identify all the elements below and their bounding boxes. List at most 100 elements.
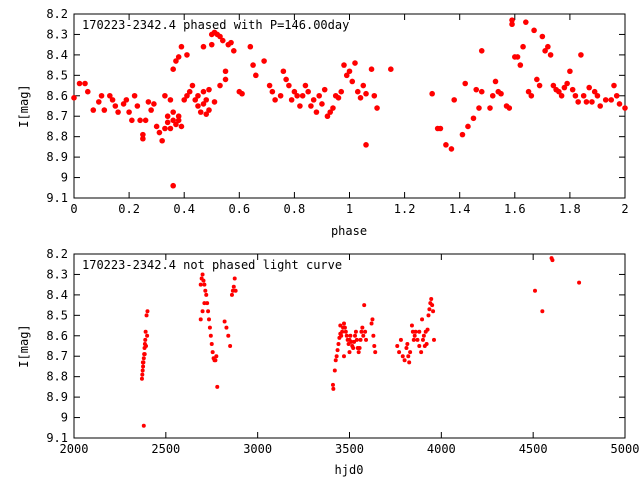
phased-xtick-label: 1.6 <box>504 202 526 216</box>
unphased-data-point <box>341 354 346 359</box>
unphased-xtick-label: 4500 <box>519 442 548 456</box>
phased-data-point <box>465 123 471 130</box>
unphased-data-point <box>230 288 235 293</box>
phased-data-point <box>346 68 353 75</box>
phased-data-point <box>478 88 485 95</box>
unphased-data-point <box>357 346 362 351</box>
phased-data-point <box>564 80 570 87</box>
unphased-data-point <box>203 288 208 293</box>
phased-data-point <box>506 105 513 111</box>
phased-data-point <box>330 105 336 111</box>
unphased-data-point <box>344 333 349 338</box>
phased-data-point <box>142 117 149 124</box>
unphased-data-point <box>334 354 339 359</box>
unphased-data-point <box>431 337 436 342</box>
phased-data-point <box>349 78 356 85</box>
phased-data-point <box>509 17 515 23</box>
unphased-data-point <box>353 329 358 334</box>
unphased-data-point <box>353 333 358 338</box>
phased-data-point <box>203 97 210 103</box>
phased-data-point <box>173 58 179 64</box>
phased-data-point <box>591 88 598 95</box>
phased-data-point <box>175 117 182 124</box>
unphased-data-point <box>429 296 434 301</box>
unphased-data-point <box>210 350 215 355</box>
phased-data-point <box>575 99 581 105</box>
phased-data-point <box>539 33 546 40</box>
unphased-data-point <box>202 282 207 287</box>
phased-data-point <box>583 99 590 105</box>
unphased-data-point <box>144 313 149 318</box>
phased-data-point <box>611 82 617 89</box>
phased-data-point <box>178 43 185 50</box>
unphased-data-point <box>417 344 422 348</box>
unphased-data-point <box>206 309 211 314</box>
phased-data-point <box>338 88 345 95</box>
phased-data-point <box>153 123 160 130</box>
unphased-data-point <box>412 333 417 338</box>
unphased-data-point <box>420 337 425 342</box>
phased-chart-ylabel: I[mag] <box>17 84 31 127</box>
phased-data-point <box>354 88 361 95</box>
phased-data-point <box>286 82 292 89</box>
phased-data-point <box>131 92 138 99</box>
phased-data-point <box>126 109 132 115</box>
unphased-data-point <box>330 382 335 387</box>
phased-data-point <box>294 92 300 99</box>
unphased-data-point <box>352 339 357 344</box>
unphased-data-point <box>362 303 367 308</box>
unphased-ytick-label: 8.2 <box>46 247 68 261</box>
phased-data-point <box>200 88 207 95</box>
unphased-data-point <box>340 329 345 334</box>
unphased-data-point <box>140 372 145 377</box>
unphased-xtick-label: 2000 <box>60 442 89 456</box>
phased-data-point <box>478 48 485 54</box>
phased-data-point <box>109 97 116 103</box>
unphased-data-point <box>232 276 237 281</box>
phased-data-point <box>170 182 176 189</box>
unphased-data-point <box>139 376 144 381</box>
phased-data-point <box>525 88 532 95</box>
phased-data-point <box>192 97 199 103</box>
phased-data-point <box>283 76 289 83</box>
phased-data-point <box>120 101 127 107</box>
unphased-data-point <box>200 309 205 314</box>
unphased-chart-title: 170223-2342.4 not phased light curve <box>82 258 342 272</box>
unphased-ytick-label: 9 <box>61 411 68 425</box>
unphased-data-point <box>200 272 205 277</box>
phased-ytick-label: 9.1 <box>46 191 68 205</box>
unphased-data-point <box>373 350 378 355</box>
unphased-data-point <box>208 333 213 338</box>
phased-data-point <box>217 82 223 89</box>
unphased-data-point <box>349 339 354 344</box>
unphased-data-point <box>336 341 341 346</box>
phased-data-point <box>489 92 496 99</box>
unphased-data-point <box>140 360 145 365</box>
phased-data-point <box>164 113 171 120</box>
phased-data-point <box>302 82 309 89</box>
phased-data-point <box>107 92 113 99</box>
phased-ytick-label: 8.3 <box>46 27 68 41</box>
unphased-data-point <box>215 384 220 389</box>
phased-data-point <box>76 80 83 87</box>
unphased-data-point <box>410 329 415 334</box>
unphased-data-point <box>404 346 409 351</box>
unphased-data-point <box>408 350 413 355</box>
phased-data-point <box>363 142 369 148</box>
phased-data-point <box>280 68 287 75</box>
phased-ytick-label: 8.5 <box>46 68 68 82</box>
unphased-ytick-label: 8.3 <box>46 267 68 281</box>
unphased-data-point <box>364 337 369 342</box>
phased-data-point <box>239 90 245 97</box>
phased-data-point <box>558 92 565 99</box>
phased-ytick-label: 8.7 <box>46 109 68 123</box>
phased-data-point <box>175 113 182 120</box>
phased-data-point <box>528 92 535 99</box>
phased-ytick-label: 8.4 <box>46 48 68 62</box>
phased-chart-points <box>71 17 628 189</box>
unphased-data-point <box>425 327 430 332</box>
unphased-data-point <box>397 350 402 355</box>
phased-data-point <box>368 66 375 72</box>
phased-data-point <box>459 131 466 138</box>
